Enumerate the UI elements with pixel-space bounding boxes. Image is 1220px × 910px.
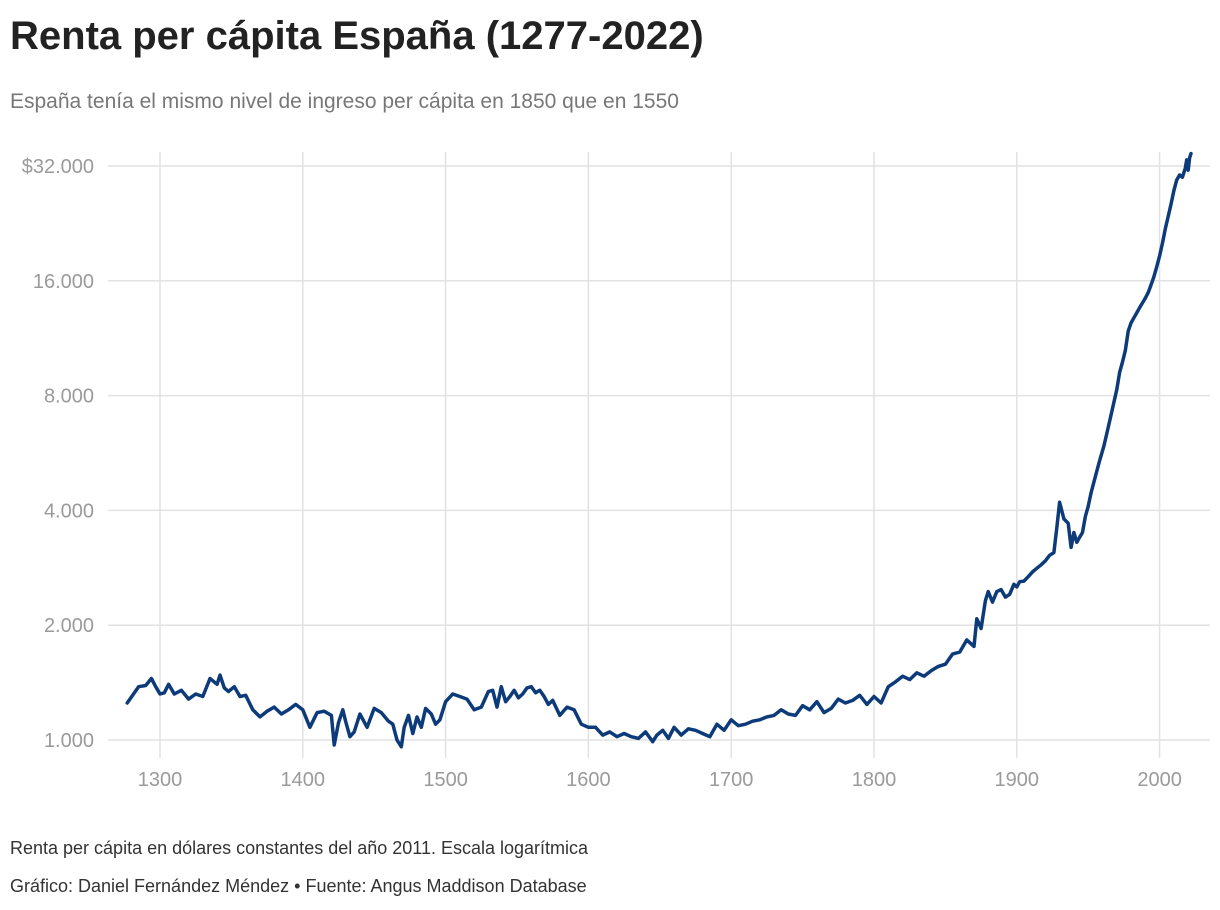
y-tick-label: 8.000 bbox=[44, 386, 94, 408]
gridlines bbox=[108, 152, 1210, 758]
chart-title: Renta per cápita España (1277-2022) bbox=[10, 14, 704, 58]
x-tick-label: 1800 bbox=[852, 769, 897, 791]
y-tick-label: $32.000 bbox=[22, 156, 94, 178]
x-tick-label: 1300 bbox=[138, 769, 183, 791]
y-tick-label: 1.000 bbox=[44, 730, 94, 752]
footer-credit: Gráfico: Daniel Fernández Méndez • Fuent… bbox=[10, 876, 587, 896]
x-tick-label: 1900 bbox=[995, 769, 1040, 791]
y-tick-label: 16.000 bbox=[33, 271, 94, 293]
x-tick-label: 1400 bbox=[281, 769, 326, 791]
x-tick-label: 1600 bbox=[566, 769, 611, 791]
y-tick-label: 4.000 bbox=[44, 500, 94, 522]
footer-note: Renta per cápita en dólares constantes d… bbox=[10, 838, 589, 858]
x-tick-label: 2000 bbox=[1137, 769, 1182, 791]
chart-subtitle: España tenía el mismo nivel de ingreso p… bbox=[10, 90, 679, 113]
x-tick-label: 1700 bbox=[709, 769, 754, 791]
y-tick-label: 2.000 bbox=[44, 615, 94, 637]
line-chart: 1.000 2.000 4.000 8.000 16.000 $32.000 1300 14… bbox=[22, 151, 1210, 791]
x-tick-label: 1500 bbox=[423, 769, 468, 791]
x-axis-ticks: 1300 1400 1500 1600 1700 1800 1900 2000 bbox=[138, 769, 1182, 791]
y-axis-ticks: 1.000 2.000 4.000 8.000 16.000 $32.000 bbox=[22, 156, 94, 752]
series-line bbox=[125, 151, 1193, 749]
data-line-layer bbox=[125, 151, 1193, 749]
